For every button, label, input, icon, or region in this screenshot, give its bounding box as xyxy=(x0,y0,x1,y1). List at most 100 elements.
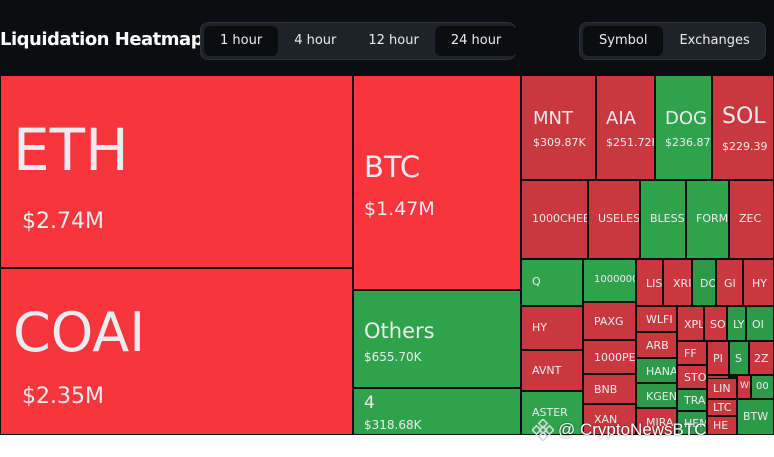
heatmap-tile-xan[interactable]: XAN xyxy=(583,404,636,435)
heatmap-tile-aia[interactable]: AIA $251.72K xyxy=(596,75,655,180)
tile-symbol: XRI xyxy=(673,277,692,290)
tile-value: $309.87K xyxy=(533,136,586,149)
tile-symbol: XAN xyxy=(594,413,618,426)
tab-4-hour[interactable]: 4 hour xyxy=(294,33,337,48)
tile-symbol: 1000PE xyxy=(594,351,636,364)
tile-symbol: BLESS xyxy=(650,212,685,225)
heatmap-tile-ltc[interactable]: LTC xyxy=(707,399,737,416)
heatmap-tile-others[interactable]: Others $655.70K xyxy=(353,290,521,388)
view-selector: Symbol Exchanges xyxy=(579,22,766,60)
heatmap-tile-pi[interactable]: PI xyxy=(707,341,729,375)
tile-value: $655.70K xyxy=(364,350,422,364)
tile-symbol: ETH xyxy=(13,116,129,184)
heatmap-tile-btw[interactable]: BTW xyxy=(737,399,774,435)
heatmap-tile-mnt[interactable]: MNT $309.87K xyxy=(521,75,596,180)
tile-symbol: KGEN xyxy=(646,390,677,403)
tile-symbol: Q xyxy=(532,275,541,288)
heatmap-tile-paxg[interactable]: HY xyxy=(521,306,583,350)
tile-symbol: OI xyxy=(752,318,764,331)
heatmap-tile-giggle[interactable]: GI xyxy=(716,259,743,306)
tile-symbol: WI xyxy=(740,381,751,391)
heatmap-tile-hemi[interactable]: HEM xyxy=(677,411,707,435)
tile-symbol: MIRA xyxy=(646,416,674,429)
heatmap-tile-avnt[interactable]: AVNT xyxy=(521,350,583,391)
heatmap-tile-wlfi[interactable]: PAXG xyxy=(583,302,636,340)
heatmap-tile-form[interactable]: FORM xyxy=(686,180,729,259)
heatmap-tile-xrp[interactable]: XRI xyxy=(663,259,692,306)
tab-exchanges[interactable]: Exchanges xyxy=(679,33,750,48)
heatmap-tile-xpl[interactable]: WLFI xyxy=(636,306,677,332)
heatmap-tile-2z[interactable]: 2Z xyxy=(749,341,774,375)
tile-symbol: 00 xyxy=(756,381,769,392)
heatmap-tile-q[interactable]: Q xyxy=(521,259,583,306)
tile-value: $1.47M xyxy=(364,198,435,220)
tile-symbol: LIS xyxy=(646,277,663,290)
tile-symbol: DO xyxy=(700,277,716,290)
heatmap-tile-he-bottom[interactable]: HE xyxy=(707,416,737,435)
heatmap-tile-oi-right[interactable]: OI xyxy=(746,306,774,341)
heatmap-tile-trade[interactable]: TRA xyxy=(677,389,707,411)
tile-symbol: ASTER xyxy=(532,406,568,419)
tile-symbol: BTW xyxy=(743,410,769,423)
heatmap-tile-ff[interactable]: FF xyxy=(677,341,707,365)
heatmap-tile-stock[interactable]: STO xyxy=(677,365,707,389)
tab-1-hour[interactable]: 1 hour xyxy=(204,26,279,56)
tile-symbol: COAI xyxy=(13,301,146,364)
heatmap-tile-s[interactable]: S xyxy=(729,341,749,375)
heatmap-tile-arb[interactable]: ARB xyxy=(636,332,677,358)
tile-symbol: USELES xyxy=(598,212,640,225)
tab-symbol[interactable]: Symbol xyxy=(583,26,664,56)
heatmap-tile-mira[interactable]: MIRA xyxy=(636,408,677,435)
heatmap-tile-kgen[interactable]: KGEN xyxy=(636,383,677,408)
heatmap-tile-sol[interactable]: SOL $229.39 xyxy=(712,75,774,180)
watermark-text: @ CryptoNewsBTC xyxy=(558,420,707,439)
tile-symbol: 4 xyxy=(364,393,375,413)
tile-symbol: SO xyxy=(710,318,726,331)
heatmap-tile-lisa[interactable]: LIS xyxy=(636,259,663,306)
tile-symbol: LIN xyxy=(713,382,731,395)
heatmap-tile-dot[interactable]: DO xyxy=(692,259,716,306)
heatmap-tile-00[interactable]: 00 xyxy=(751,375,774,399)
tile-symbol: TRA xyxy=(684,394,706,407)
tile-symbol: HY xyxy=(532,321,547,334)
heatmap-tile-useless[interactable]: USELES xyxy=(588,180,640,259)
tile-value: $2.74M xyxy=(22,209,104,234)
heatmap-tile-bless[interactable]: BLESS xyxy=(640,180,686,259)
binance-logo-icon xyxy=(532,419,554,441)
heatmap-tile-eth[interactable]: ETH $2.74M xyxy=(0,75,353,268)
tile-symbol: 2Z xyxy=(754,352,769,365)
page-title: Liquidation Heatmap xyxy=(0,29,204,50)
tile-symbol: HEM xyxy=(684,417,707,430)
heatmap-tile-1000cheems[interactable]: 1000CHEE xyxy=(521,180,588,259)
heatmap-tile-1000pepe[interactable]: 1000PE xyxy=(583,340,636,374)
heatmap-tile-btc[interactable]: BTC $1.47M xyxy=(353,75,521,290)
heatmap-tile-1000000mog[interactable]: 1000000 xyxy=(583,259,636,302)
heatmap-tile-bnb[interactable]: BNB xyxy=(583,374,636,404)
heatmap-tile-zec[interactable]: ZEC xyxy=(729,180,774,259)
tile-symbol: S xyxy=(735,352,742,365)
tab-24-hour[interactable]: 24 hour xyxy=(434,26,518,56)
heatmap-tile-sol-small[interactable]: XPL xyxy=(677,306,704,341)
tile-symbol: SOL xyxy=(722,104,766,129)
tile-value: $2.35M xyxy=(22,384,104,409)
tile-symbol: HANA xyxy=(646,365,677,378)
heatmap-tile-ly[interactable]: LY xyxy=(727,306,746,341)
heatmap-tile-hype[interactable]: HY xyxy=(743,259,774,306)
heatmap-tile-oi[interactable]: SO xyxy=(704,306,727,341)
heatmap-tile-doge[interactable]: DOG $236.87K xyxy=(655,75,712,180)
watermark: @ CryptoNewsBTC xyxy=(532,419,707,441)
heatmap-tile-4[interactable]: 4 $318.68K xyxy=(353,388,521,435)
tile-value: $236.87K xyxy=(665,136,711,149)
heatmap-tile-wif[interactable]: WI xyxy=(737,375,751,399)
tile-symbol: 1000000 xyxy=(594,274,636,285)
tile-symbol: AIA xyxy=(606,108,636,129)
liquidation-heatmap: ETH $2.74M COAI $2.35M BTC $1.47M Others… xyxy=(0,75,774,435)
tab-12-hour[interactable]: 12 hour xyxy=(368,33,419,48)
tile-value: $251.72K xyxy=(606,136,655,149)
heatmap-tile-hana[interactable]: HANA xyxy=(636,358,677,383)
tile-symbol: LTC xyxy=(713,401,732,414)
tile-symbol: HY xyxy=(752,277,767,290)
tile-symbol: 1000CHEE xyxy=(532,212,588,225)
heatmap-tile-coai[interactable]: COAI $2.35M xyxy=(0,268,353,435)
heatmap-tile-link[interactable]: LIN xyxy=(707,378,737,399)
